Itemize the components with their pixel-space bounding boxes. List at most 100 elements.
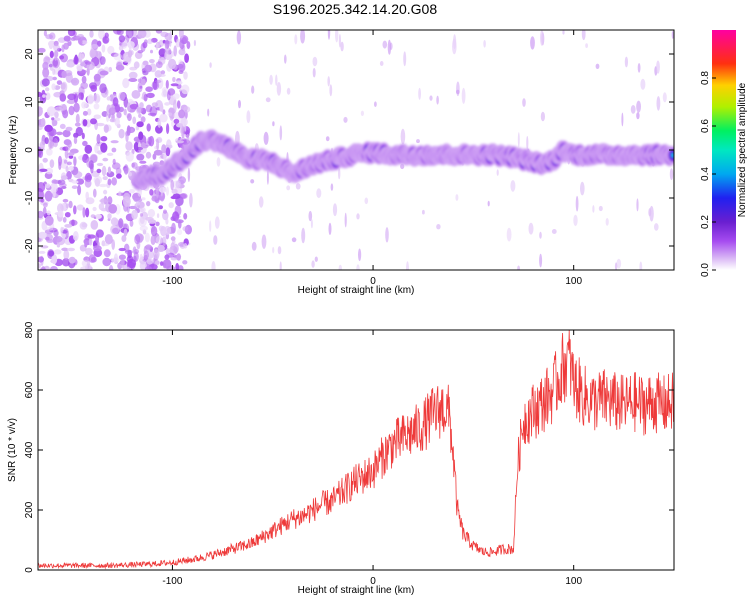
noise-blob bbox=[44, 190, 53, 202]
noise-streak bbox=[329, 84, 333, 97]
noise-blob bbox=[44, 183, 51, 189]
noise-blob bbox=[66, 161, 72, 166]
noise-streak bbox=[330, 183, 334, 191]
noise-blob bbox=[46, 210, 51, 216]
noise-blob bbox=[38, 256, 44, 263]
noise-blob bbox=[82, 140, 88, 147]
noise-blob bbox=[122, 78, 130, 89]
noise-streak bbox=[284, 54, 287, 64]
noise-streak bbox=[648, 208, 652, 217]
noise-blob bbox=[121, 235, 127, 242]
noise-streak bbox=[585, 43, 588, 48]
noise-blob bbox=[48, 250, 55, 257]
noise-blob bbox=[86, 174, 92, 181]
noise-streak bbox=[385, 227, 389, 243]
noise-blob bbox=[114, 105, 121, 113]
noise-blob bbox=[54, 111, 59, 119]
noise-blob bbox=[42, 206, 47, 217]
noise-blob bbox=[99, 83, 107, 94]
noise-blob bbox=[60, 175, 68, 180]
noise-streak bbox=[605, 218, 609, 226]
noise-blob bbox=[146, 201, 151, 207]
noise-streak bbox=[338, 168, 341, 180]
noise-blob bbox=[52, 76, 57, 81]
noise-blob bbox=[89, 30, 94, 38]
noise-streak bbox=[214, 216, 220, 229]
noise-blob bbox=[101, 44, 106, 53]
noise-streak bbox=[335, 30, 339, 43]
noise-streak bbox=[640, 78, 646, 90]
noise-blob bbox=[172, 93, 180, 100]
spectrogram-y-ticks: -20 -10 0 10 20 bbox=[24, 48, 674, 253]
noise-blob bbox=[174, 205, 182, 217]
noise-blob bbox=[85, 191, 89, 200]
noise-streak bbox=[193, 39, 196, 47]
noise-blob bbox=[165, 218, 169, 225]
noise-blob bbox=[77, 34, 84, 39]
noise-streak bbox=[312, 67, 316, 78]
noise-blob bbox=[81, 75, 87, 84]
noise-blob bbox=[138, 113, 142, 119]
noise-blob bbox=[79, 40, 83, 45]
noise-streak bbox=[671, 30, 674, 39]
colorbar-tick-label: 0.4 bbox=[700, 167, 711, 181]
noise-blob bbox=[118, 35, 126, 43]
noise-streak bbox=[517, 265, 520, 270]
noise-blob bbox=[107, 178, 112, 186]
noise-blob bbox=[125, 30, 134, 39]
noise-streak bbox=[656, 96, 661, 111]
noise-blob bbox=[163, 209, 167, 214]
noise-streak bbox=[251, 85, 255, 94]
noise-streak bbox=[279, 261, 282, 270]
noise-streak bbox=[429, 95, 433, 101]
noise-streak bbox=[436, 95, 439, 105]
spectrogram-y-axis-label: Frequency (Hz) bbox=[8, 116, 19, 185]
noise-blob bbox=[64, 149, 69, 159]
snr-y-ticks: 0 200 400 600 800 bbox=[24, 321, 674, 573]
noise-streak bbox=[310, 219, 313, 229]
noise-blob bbox=[80, 82, 88, 90]
noise-streak bbox=[265, 97, 271, 103]
noise-blob bbox=[60, 226, 64, 233]
colorbar-ticks: 0.0 0.2 0.4 0.6 0.8 bbox=[700, 71, 716, 277]
noise-blob bbox=[170, 83, 179, 87]
noise-blob bbox=[176, 100, 181, 109]
colorbar-tick-label: 0.2 bbox=[700, 215, 711, 229]
noise-blob bbox=[46, 106, 56, 117]
noise-blob bbox=[170, 242, 175, 250]
noise-blob bbox=[176, 253, 181, 261]
noise-blob bbox=[126, 113, 132, 122]
noise-blob bbox=[181, 37, 187, 45]
noise-streak bbox=[314, 256, 318, 262]
noise-streak bbox=[636, 112, 640, 120]
noise-streak bbox=[250, 179, 255, 184]
noise-blob bbox=[111, 177, 117, 186]
noise-blob bbox=[73, 56, 79, 65]
noise-streak bbox=[356, 264, 360, 270]
noise-blob bbox=[42, 67, 50, 78]
noise-blob bbox=[41, 78, 50, 87]
noise-blob bbox=[165, 79, 169, 89]
noise-blob bbox=[68, 155, 74, 159]
noise-streak bbox=[300, 30, 306, 44]
noise-blob bbox=[166, 123, 170, 135]
noise-blob bbox=[59, 55, 65, 60]
snr-y-axis-label: SNR (10 * v/v) bbox=[7, 418, 18, 482]
noise-blob bbox=[179, 193, 188, 200]
noise-blob bbox=[127, 102, 131, 112]
noise-blob bbox=[114, 117, 120, 127]
noise-blob bbox=[88, 254, 96, 263]
noise-streak bbox=[311, 260, 315, 268]
noise-blob bbox=[144, 266, 153, 270]
noise-blob bbox=[178, 48, 186, 56]
noise-blob bbox=[43, 56, 51, 65]
noise-blob bbox=[49, 159, 55, 169]
noise-blob bbox=[103, 189, 108, 195]
noise-blob bbox=[38, 182, 46, 193]
noise-streak bbox=[169, 107, 174, 121]
noise-streak bbox=[286, 185, 291, 191]
noise-streak bbox=[662, 92, 667, 103]
noise-streak bbox=[636, 100, 641, 113]
noise-blob bbox=[73, 31, 77, 37]
